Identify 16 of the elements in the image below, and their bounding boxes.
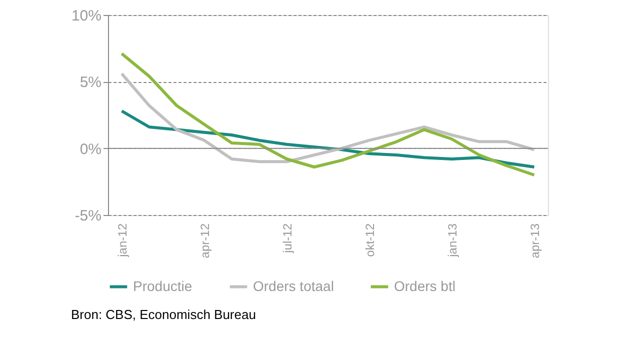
- legend-label: Orders totaal: [253, 278, 334, 294]
- text: Bron: CBS, Economisch Bureau: [70, 307, 256, 322]
- y-tick-label: 0%: [80, 140, 102, 158]
- x-tick-label: apr-12: [198, 223, 212, 258]
- x-tick-label: jan-13: [445, 223, 460, 258]
- x-tick-label: jan-12: [115, 223, 130, 258]
- line-series: [120, 72, 536, 164]
- x-tick-label: apr-13: [528, 223, 542, 258]
- legend-label: Productie: [133, 278, 192, 294]
- x-tick-label: jul-12: [280, 223, 294, 254]
- line-series: [120, 52, 536, 176]
- legend-label: Orders btl: [394, 278, 456, 294]
- y-tick-label: 10%: [71, 8, 102, 24]
- y-tick-label: 5%: [80, 74, 102, 92]
- x-tick-label: okt-12: [362, 223, 377, 257]
- y-tick-label: -5%: [74, 208, 102, 224]
